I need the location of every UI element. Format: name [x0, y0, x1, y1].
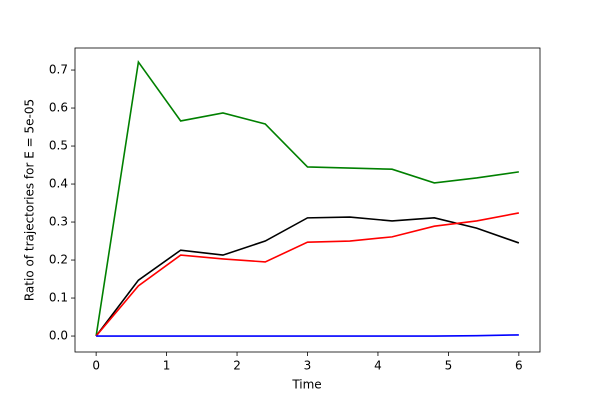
y-tick-label: 0.1	[49, 291, 68, 305]
line-series	[95, 216, 520, 337]
y-tick-label: 0.6	[49, 101, 68, 115]
y-tick-label: 0.0	[49, 329, 68, 343]
y-tick-label: 0.5	[49, 139, 68, 153]
x-tick-label: 5	[445, 359, 453, 373]
x-tick-label: 3	[304, 359, 312, 373]
y-tick-label: 0.2	[49, 253, 68, 267]
plot-frame	[74, 47, 541, 353]
y-axis-label: Ratio of trajectories for E = 5e-05	[23, 99, 37, 301]
x-tick-label: 6	[515, 359, 523, 373]
x-tick-label: 4	[374, 359, 382, 373]
x-tick-label: 1	[163, 359, 171, 373]
line-series	[96, 334, 519, 337]
x-tick-label: 2	[233, 359, 241, 373]
y-tick-label: 0.7	[49, 63, 68, 77]
line-series	[95, 212, 520, 337]
x-tick-label: 0	[92, 359, 100, 373]
x-axis-label: Time	[291, 378, 321, 392]
y-tick-label: 0.4	[49, 177, 68, 191]
line-series	[95, 60, 519, 337]
y-tick-label: 0.3	[49, 215, 68, 229]
